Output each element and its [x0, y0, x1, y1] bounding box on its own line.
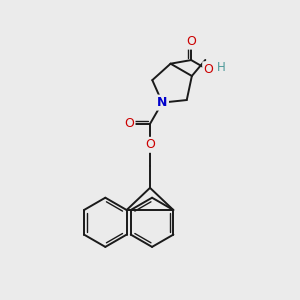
Text: N: N [157, 96, 167, 109]
Text: O: O [186, 35, 196, 48]
Text: O: O [145, 138, 155, 151]
Text: O: O [204, 63, 214, 76]
Text: O: O [124, 117, 134, 130]
Text: H: H [217, 61, 226, 74]
